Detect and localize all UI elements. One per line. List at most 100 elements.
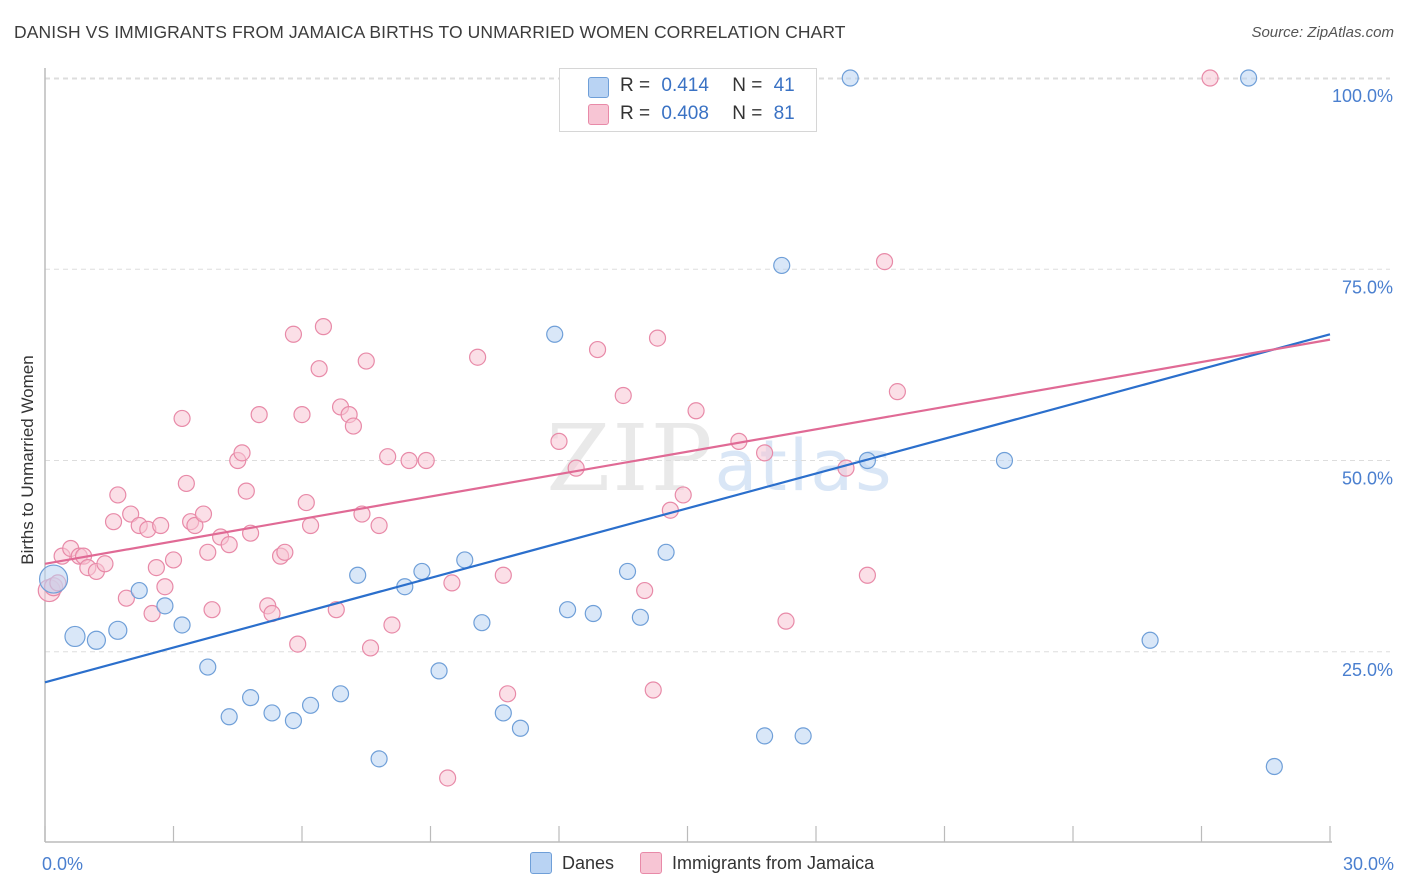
danes-point [413, 562, 431, 581]
jamaica-point [122, 505, 140, 523]
jamaica-point [755, 444, 774, 462]
jamaica-point [164, 551, 183, 569]
y-tick-label: 25.0% [1342, 660, 1393, 680]
danes-point [995, 451, 1014, 470]
danes-point [618, 562, 637, 581]
y-tick-label: 75.0% [1342, 277, 1393, 297]
jamaica-point [199, 543, 217, 561]
jamaica-point [250, 406, 268, 424]
jamaica-point [293, 406, 311, 424]
jamaica-point [494, 566, 512, 584]
watermark: ZIPatlas [546, 405, 893, 512]
danes-point [301, 696, 320, 714]
jamaica-point [109, 486, 127, 504]
danes-point [331, 685, 350, 703]
jamaica-point [177, 474, 195, 493]
danes-point [38, 564, 69, 594]
jamaica-point [1201, 69, 1219, 87]
x-tick-label: 30.0% [1343, 854, 1394, 874]
jamaica-point [550, 432, 568, 450]
source-label: Source: ZipAtlas.com [1251, 24, 1394, 41]
jamaica-trend-line [44, 338, 1331, 565]
danes-point [130, 581, 148, 600]
jamaica-point [147, 558, 165, 577]
jamaica-point [644, 681, 662, 699]
jamaica-point [152, 516, 170, 535]
danes-point [546, 325, 564, 343]
danes-point [156, 597, 174, 615]
legend-item-jamaica: Immigrants from Jamaica [640, 852, 874, 874]
danes-point [584, 604, 602, 623]
jamaica-point [469, 348, 487, 366]
jamaica-point [297, 493, 315, 512]
legend-label-danes: Danes [562, 852, 615, 873]
danes-swatch [588, 77, 609, 98]
danes-trend-line [44, 333, 1331, 684]
danes-point [755, 727, 774, 745]
jamaica-point [499, 685, 517, 703]
jamaica-point [220, 536, 238, 554]
stats-legend: R = 0.414 N = 41 R = 0.408 N = 81 [559, 68, 817, 132]
n-label: N = [732, 103, 763, 124]
danes-point [430, 662, 448, 680]
jamaica-point [439, 769, 457, 787]
danes-point [473, 614, 491, 632]
jamaica-point [888, 383, 906, 401]
jamaica-point [875, 253, 894, 271]
jamaica-point [310, 360, 328, 378]
legend-label-jamaica: Immigrants from Jamaica [672, 852, 875, 873]
jamaica-point [567, 459, 585, 477]
jamaica-point [186, 516, 204, 535]
n-value: 41 [773, 75, 795, 96]
jamaica-point [379, 448, 397, 466]
danes-point [511, 719, 530, 737]
danes-point [456, 551, 474, 569]
y-axis-label: Births to Unmarried Women [18, 355, 37, 565]
jamaica-point [233, 444, 251, 462]
jamaica-point [443, 574, 461, 592]
danes-point [1141, 631, 1159, 649]
jamaica-point [383, 616, 401, 634]
r-value: 0.414 [661, 75, 709, 96]
jamaica-point [648, 329, 667, 347]
jamaica-point [837, 459, 855, 477]
danes-point [199, 658, 217, 676]
chart-title: DANISH VS IMMIGRANTS FROM JAMAICA BIRTHS… [14, 22, 846, 42]
jamaica-point [104, 513, 123, 531]
danes-point [1265, 757, 1283, 776]
danes-point [108, 620, 128, 640]
x-tick-label: 0.0% [42, 854, 83, 874]
jamaica-point [361, 639, 380, 657]
jamaica-point [588, 340, 607, 359]
jamaica-point [276, 543, 294, 561]
r-value: 0.408 [661, 103, 709, 124]
n-label: N = [732, 75, 763, 96]
jamaica-point [156, 578, 174, 596]
danes-point [263, 704, 281, 722]
r-label: R = [620, 103, 651, 124]
danes-point [1240, 69, 1258, 87]
legend-item-danes: Danes [530, 852, 614, 874]
jamaica-point [173, 409, 191, 428]
danes-point [173, 616, 191, 634]
jamaica-point [674, 486, 692, 504]
jamaica-point [284, 325, 303, 343]
danes-point [370, 750, 388, 768]
danes-point [64, 625, 86, 648]
danes-point [631, 608, 649, 626]
danes-point [284, 711, 303, 730]
jamaica-point [314, 318, 333, 336]
series-legend: Danes Immigrants from Jamaica [530, 852, 900, 874]
danes-point [86, 630, 107, 650]
danes-point [841, 69, 859, 87]
y-tick-label: 100.0% [1332, 86, 1393, 106]
jamaica-point [237, 482, 255, 500]
danes-point [773, 256, 791, 275]
jamaica-point [194, 505, 213, 523]
jamaica-point [858, 566, 877, 584]
danes-point [657, 543, 675, 561]
jamaica-point [661, 501, 679, 519]
danes-legend-swatch [530, 852, 552, 874]
danes-point [558, 601, 577, 619]
